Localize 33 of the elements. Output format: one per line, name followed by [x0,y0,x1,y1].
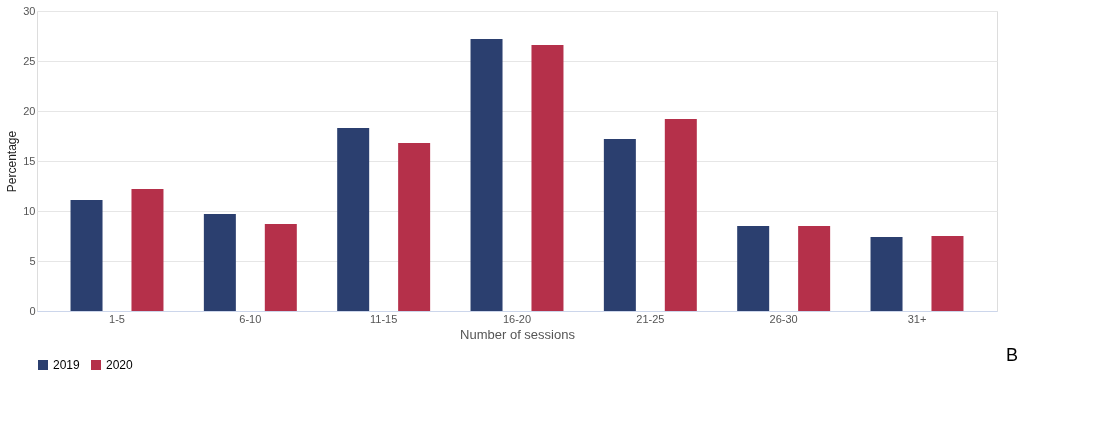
x-tick-label: 26-30 [769,312,798,325]
bar [131,189,164,311]
bar [931,236,964,311]
bar [70,200,103,311]
bar [664,119,697,311]
bar [203,214,236,311]
y-tick-label: 20 [23,104,36,117]
y-axis-title: Percentage [5,130,20,193]
y-tick-label: 5 [29,254,36,267]
bar [337,128,370,311]
bar [398,143,431,311]
legend-label: 2020 [106,358,134,372]
x-tick-label: 1-5 [109,312,125,325]
text: B [1005,345,1019,365]
y-tick-label: 10 [23,204,36,217]
x-tick-label: 31+ [907,312,927,325]
x-tick-label: 11-15 [370,312,398,325]
x-axis-title: Number of sessions [460,326,576,342]
bar [603,139,636,311]
y-tick-label: 30 [23,4,36,17]
bar [264,224,297,311]
x-tick-label: 6-10 [239,312,262,325]
x-tick-label: 21-25 [636,312,665,325]
bar [737,226,770,311]
legend-label: 2019 [53,358,81,372]
bar [870,237,903,311]
x-tick-label: 16-20 [502,312,532,325]
bar [531,45,564,311]
bar [470,39,503,311]
y-tick-label: 0 [29,304,36,317]
y-tick-label: 25 [23,54,36,67]
bar [798,226,831,311]
y-tick-label: 15 [23,154,36,167]
